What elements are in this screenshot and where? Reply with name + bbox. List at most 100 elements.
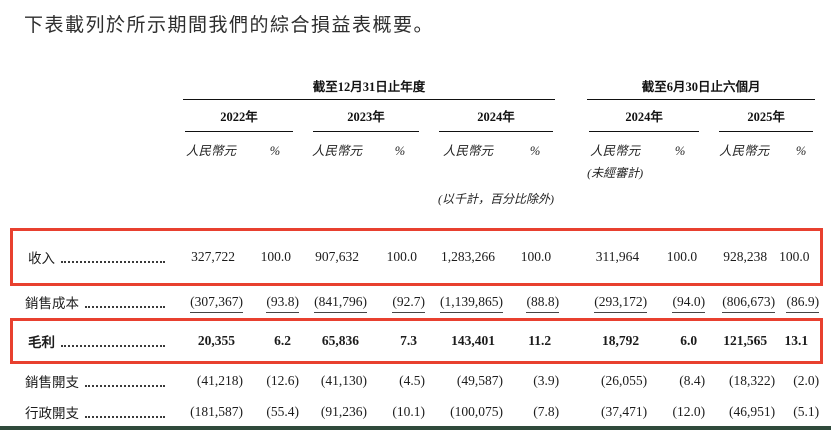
unit-rmb-2022: 人民幣元 — [185, 144, 236, 158]
unit-rmb-2025-interim: 人民幣元 — [719, 144, 770, 158]
cell-revenue-2023-rmb: 907,632 — [303, 228, 371, 286]
bottom-divider — [0, 426, 831, 430]
cell-revenue-2024-pct: 100.0 — [507, 228, 564, 286]
dot-leader — [61, 261, 165, 263]
row-label-admin-expenses: 行政開支 — [25, 406, 79, 421]
dot-leader — [85, 416, 165, 418]
group-header-annual: 截至12月31日止年度 — [183, 76, 556, 100]
cell-gp-2023-pct: 7.3 — [371, 318, 429, 364]
cell-revenue-2025i-rmb: 928,238 — [709, 228, 780, 286]
cell-revenue-2025i-pct: 100.0 — [779, 228, 824, 286]
table-row-admin-expenses: 行政開支 (181,587) (55.4) (91,236) (10.1) (1… — [10, 398, 823, 426]
cell-sell-2025i-rmb: (18,322) — [728, 373, 776, 388]
row-label-selling-expenses: 銷售開支 — [25, 375, 79, 390]
column-spacer — [563, 364, 579, 398]
table-row-cost-of-sales: 銷售成本 (307,367) (93.8) (841,796) (92.7) (… — [10, 286, 823, 318]
unaudited-note: (未經審計) — [587, 166, 644, 180]
column-spacer — [563, 188, 579, 228]
unit-pct-2024: % — [529, 144, 541, 158]
unit-rmb-2024: 人民幣元 — [442, 144, 493, 158]
cell-adm-2024i-rmb: (37,471) — [600, 404, 648, 419]
cell-cos-2024-pct: (88.8) — [507, 286, 563, 318]
year-2024: 2024年 — [439, 106, 554, 132]
cell-sell-2024-pct: (3.9) — [533, 373, 560, 388]
table-row-selling-expenses: 銷售開支 (41,218) (12.6) (41,130) (4.5) (49,… — [10, 364, 823, 398]
cell-gp-2024i-rmb: 18,792 — [579, 318, 652, 364]
cell-sell-2023-rmb: (41,130) — [320, 373, 367, 388]
cell-revenue-2023-pct: 100.0 — [371, 228, 429, 286]
column-spacer — [563, 228, 580, 286]
cell-adm-2025i-pct: (5.1) — [793, 404, 820, 419]
year-2025-interim: 2025年 — [719, 106, 814, 132]
unit-pct-2024-interim: % — [674, 144, 686, 158]
cell-cos-2022-rmb: (307,367) — [175, 286, 247, 318]
cell-sell-2022-pct: (12.6) — [266, 373, 299, 388]
column-spacer — [563, 75, 579, 100]
cell-adm-2024-pct: (7.8) — [533, 404, 560, 419]
cell-revenue-2022-rmb: 327,722 — [175, 228, 247, 286]
unit-rmb-2024-interim: 人民幣元 — [590, 144, 641, 158]
cell-adm-2024i-pct: (12.0) — [672, 404, 706, 419]
cell-sell-2025i-pct: (2.0) — [793, 373, 820, 388]
cell-cos-2025i-pct: (86.9) — [779, 286, 823, 318]
cell-gp-2023-rmb: 65,836 — [303, 318, 371, 364]
cell-sell-2022-rmb: (41,218) — [196, 373, 243, 388]
column-spacer — [563, 318, 580, 364]
cell-cos-2025i-rmb: (806,673) — [709, 286, 779, 318]
cell-gp-2025i-rmb: 121,565 — [709, 318, 780, 364]
cell-adm-2025i-rmb: (46,951) — [728, 404, 776, 419]
cell-gp-2024i-pct: 6.0 — [651, 318, 710, 364]
cell-adm-2023-pct: (10.1) — [392, 404, 425, 419]
income-statement-table: 截至12月31日止年度 截至6月30日止六個月 2022年 2023年 2024… — [10, 75, 824, 426]
cell-revenue-2022-pct: 100.0 — [247, 228, 303, 286]
cell-revenue-2024-rmb: 1,283,266 — [429, 228, 507, 286]
cell-cos-2022-pct: (93.8) — [247, 286, 303, 318]
cell-gp-2024-rmb: 143,401 — [429, 318, 507, 364]
row-label-revenue: 收入 — [28, 251, 55, 266]
cell-adm-2024-rmb: (100,075) — [450, 404, 503, 419]
row-label-cost-of-sales: 銷售成本 — [25, 296, 79, 311]
cell-gp-2022-rmb: 20,355 — [175, 318, 247, 364]
unit-rmb-2023: 人民幣元 — [311, 144, 362, 158]
unit-pct-2025-interim: % — [795, 144, 807, 158]
cell-sell-2023-pct: (4.5) — [399, 373, 425, 388]
dot-leader — [85, 385, 165, 387]
year-2022: 2022年 — [185, 106, 293, 132]
cell-revenue-2024i-rmb: 311,964 — [579, 228, 652, 286]
cell-cos-2023-pct: (92.7) — [371, 286, 429, 318]
cell-gp-2022-pct: 6.2 — [247, 318, 303, 364]
cell-cos-2023-rmb: (841,796) — [303, 286, 371, 318]
group-header-interim: 截至6月30日止六個月 — [587, 76, 816, 100]
column-spacer — [563, 132, 579, 162]
year-2024-interim: 2024年 — [589, 106, 700, 132]
cell-sell-2024i-rmb: (26,055) — [600, 373, 648, 388]
column-spacer — [563, 100, 579, 132]
dot-leader — [85, 306, 165, 308]
cell-sell-2024-rmb: (49,587) — [456, 373, 503, 388]
cell-revenue-2024i-pct: 100.0 — [651, 228, 710, 286]
unit-pct-2023: % — [394, 144, 406, 158]
table-row-revenue: 收入 327,722 100.0 907,632 100.0 1,283,266… — [10, 228, 824, 286]
units-note-row: (以千計，百分比除外) — [10, 188, 823, 228]
cell-cos-2024i-rmb: (293,172) — [579, 286, 651, 318]
cell-adm-2022-rmb: (181,587) — [190, 404, 243, 419]
units-note: (以千計，百分比除外) — [438, 192, 555, 206]
period-group-header-row: 截至12月31日止年度 截至6月30日止六個月 — [10, 75, 823, 100]
unit-pct-2022: % — [269, 144, 281, 158]
cell-gp-2025i-pct: 13.1 — [779, 318, 824, 364]
unaudited-note-row: (未經審計) — [10, 162, 823, 188]
dot-leader — [61, 345, 165, 347]
cell-sell-2024i-pct: (8.4) — [679, 373, 706, 388]
column-spacer — [563, 398, 579, 426]
cell-cos-2024-rmb: (1,139,865) — [429, 286, 507, 318]
cell-adm-2022-pct: (55.4) — [266, 404, 299, 419]
section-intro-text: 下表載列於所示期間我們的綜合損益表概要。 — [24, 15, 435, 36]
row-label-gross-profit: 毛利 — [28, 335, 55, 350]
cell-cos-2024i-pct: (94.0) — [651, 286, 709, 318]
cell-adm-2023-rmb: (91,236) — [320, 404, 367, 419]
column-spacer — [563, 162, 579, 188]
unit-header-row: 人民幣元 % 人民幣元 % 人民幣元 % 人民幣元 % 人民幣元 % — [10, 132, 823, 162]
year-header-row: 2022年 2023年 2024年 2024年 2025年 — [10, 100, 823, 132]
table-row-gross-profit: 毛利 20,355 6.2 65,836 7.3 143,401 11.2 18… — [10, 318, 824, 364]
